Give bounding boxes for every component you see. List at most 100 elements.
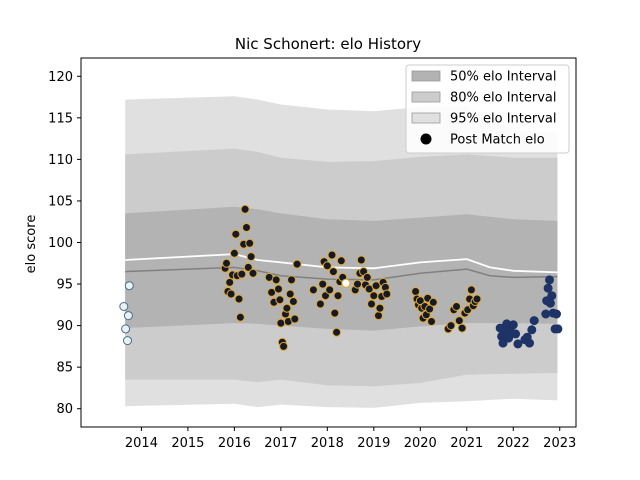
legend: 50% elo Interval 80% elo Interval 95% elo …	[405, 64, 570, 154]
data-point	[245, 238, 255, 248]
data-point	[369, 291, 379, 301]
data-point	[237, 269, 247, 279]
y-tick-label: 85	[56, 361, 73, 376]
data-point	[225, 277, 235, 287]
data-point	[374, 311, 383, 321]
data-point	[353, 279, 362, 289]
x-tick-label: 2015	[171, 436, 204, 451]
data-point	[547, 291, 557, 301]
data-point	[285, 289, 295, 299]
data-point	[234, 294, 244, 304]
data-point	[545, 298, 555, 308]
chart-title: Nic Schonert: elo History	[235, 35, 421, 53]
data-point	[308, 285, 318, 295]
data-point	[508, 320, 518, 330]
x-tick-label: 2022	[497, 436, 530, 451]
data-point	[525, 338, 534, 348]
data-point	[248, 268, 258, 278]
data-point	[498, 338, 508, 348]
data-point	[222, 258, 231, 268]
data-point	[452, 302, 461, 311]
data-point	[457, 323, 467, 333]
data-point	[119, 302, 129, 311]
data-point	[543, 283, 553, 293]
data-point	[375, 303, 385, 313]
data-point	[124, 281, 134, 291]
data-point	[327, 250, 337, 260]
x-tick-label: 2018	[311, 436, 344, 451]
x-tick-label: 2021	[450, 436, 483, 451]
data-point	[121, 324, 131, 334]
data-point	[527, 325, 537, 335]
y-tick-label: 110	[48, 153, 73, 168]
data-point	[242, 223, 251, 232]
data-point	[290, 314, 300, 324]
data-point	[229, 248, 239, 258]
data-point	[246, 252, 256, 262]
data-point	[226, 289, 236, 299]
data-point	[328, 267, 338, 277]
y-tick-label: 105	[48, 194, 73, 209]
x-tick-label: 2020	[404, 436, 437, 451]
axes: 2014 2015 2016 2017 2018 2019 2020 2021 2022 2023…	[48, 57, 577, 451]
legend-label: 80% elo Interval	[450, 91, 557, 106]
plot-area	[119, 96, 563, 408]
data-point	[336, 256, 346, 266]
data-point	[541, 309, 551, 319]
data-point	[529, 316, 539, 326]
y-tick-label: 115	[48, 111, 73, 126]
data-point	[472, 294, 482, 304]
data-point	[552, 309, 561, 319]
data-point	[288, 297, 298, 306]
data-point	[282, 303, 292, 313]
data-point	[235, 312, 245, 322]
data-point	[231, 229, 241, 239]
y-tick-label: 95	[56, 278, 73, 293]
data-point	[275, 295, 285, 305]
legend-label: 50% elo Interval	[450, 70, 557, 85]
data-point	[428, 297, 438, 307]
y-tick-label: 90	[56, 319, 73, 334]
legend-label: Post Match elo	[450, 133, 545, 148]
data-point	[466, 285, 476, 295]
data-point	[240, 204, 250, 214]
legend-swatch	[411, 70, 441, 82]
data-point	[382, 289, 392, 299]
data-point	[330, 308, 340, 318]
data-point	[318, 279, 328, 289]
x-tick-label: 2019	[357, 436, 390, 451]
legend-marker	[420, 133, 432, 145]
data-point	[279, 341, 289, 351]
data-point	[333, 291, 343, 301]
data-point	[362, 272, 372, 282]
data-point	[341, 278, 351, 288]
y-axis-label: elo score	[24, 215, 39, 274]
data-point	[553, 324, 563, 334]
data-point	[454, 316, 464, 326]
data-point	[511, 329, 521, 339]
legend-box	[405, 64, 570, 154]
data-point	[356, 255, 366, 265]
data-point	[123, 311, 133, 321]
data-point	[513, 339, 523, 349]
data-point	[446, 321, 456, 331]
data-point	[276, 318, 286, 328]
data-point	[332, 327, 342, 337]
data-point	[271, 275, 281, 285]
x-tick-label: 2014	[125, 436, 158, 451]
data-point	[427, 317, 436, 326]
legend-swatch	[411, 112, 441, 124]
data-point	[123, 336, 132, 346]
data-point	[292, 259, 302, 269]
data-point	[322, 261, 332, 271]
x-tick-label: 2017	[264, 436, 297, 451]
data-point	[325, 285, 335, 295]
x-tick-label: 2023	[543, 436, 576, 451]
y-tick-label: 100	[48, 236, 73, 251]
x-tick-label: 2016	[218, 436, 251, 451]
data-point	[545, 275, 554, 285]
data-point	[411, 287, 421, 296]
data-point	[274, 284, 283, 294]
legend-swatch	[411, 91, 441, 103]
